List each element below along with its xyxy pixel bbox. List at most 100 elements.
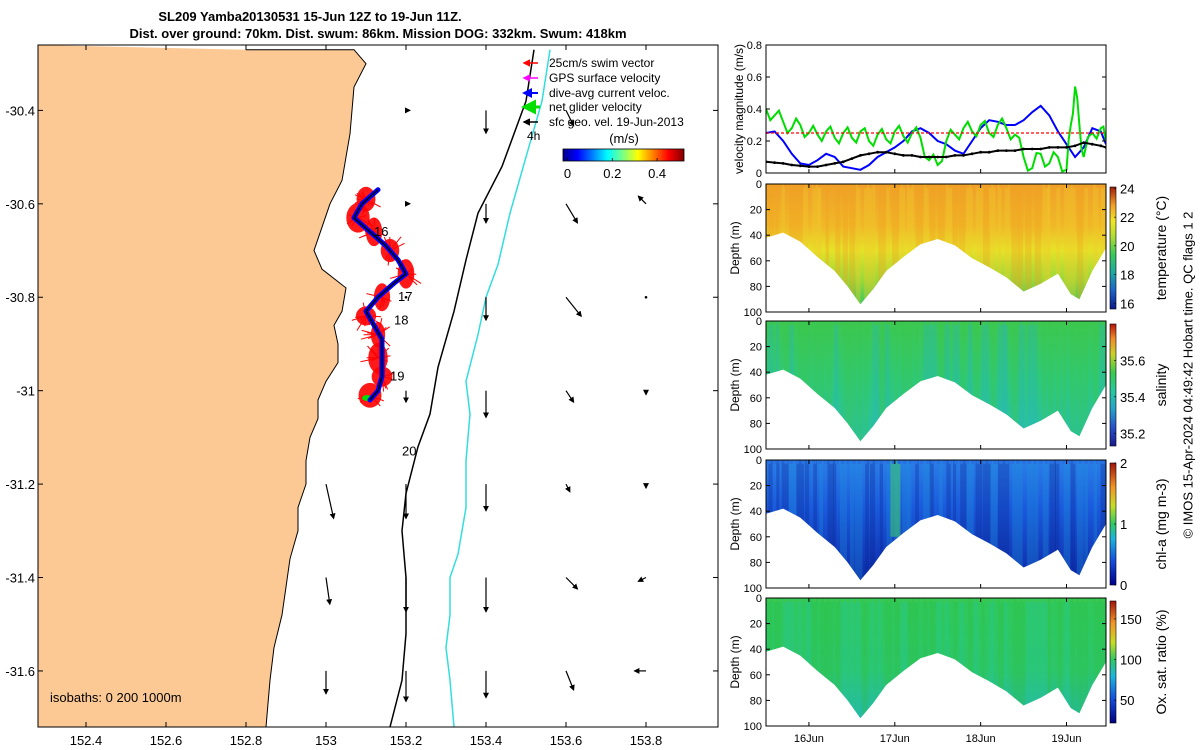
velocity-y-tick-label: 0.8 <box>747 40 762 52</box>
speed-colorbar-ticks: 0 0.2 0.4 <box>564 158 666 181</box>
day-label: 16 <box>374 224 388 239</box>
chl_a-colorbar-tick-label: 0 <box>1120 578 1127 593</box>
velocity-y-tick-label: 0.6 <box>747 72 762 84</box>
map-x-tick-label: 152.4 <box>70 733 103 748</box>
oxygen-y-tick-label: 100 <box>744 721 762 733</box>
temperature-y-tick-label: 40 <box>750 230 762 242</box>
oxygen-frame <box>765 597 1107 727</box>
geo-velocity-arrow <box>637 195 647 205</box>
day-label: 18 <box>394 313 408 328</box>
oxygen-colorbar-label: Ox. sat. ratio (%) <box>1153 609 1169 714</box>
salinity-y-tick-label: 100 <box>744 444 762 456</box>
oxygen-colorbar-tick-label: 50 <box>1120 693 1134 708</box>
day-labels: 16 17 18 19 20 <box>374 224 416 459</box>
geo-velocity-arrow <box>565 296 582 318</box>
velocity-y-tick-label: 0.4 <box>747 104 762 116</box>
velocity-y-tick-label: 0 <box>756 168 762 180</box>
section-panel-oxygen: 0 20 40 60 80 100 Depth (m) 50 100 150 Ox. sat. ra… <box>728 593 1169 733</box>
geo-velocity-arrow <box>565 110 575 127</box>
chl_a-y-tick-label: 80 <box>750 557 762 569</box>
geo-velocity-arrows <box>323 107 649 703</box>
temperature-colorbar-tick-label: 18 <box>1120 268 1134 283</box>
salinity-colorbar-tick-label: 35.4 <box>1120 390 1145 405</box>
section-x-tick-label: 17Jun <box>880 733 910 745</box>
oxygen-colorbar: 50 100 150 Ox. sat. ratio (%) <box>1109 600 1169 724</box>
temperature-section-fill <box>766 184 1106 305</box>
temperature-y-tick-label: 100 <box>744 307 762 319</box>
speed-colorbar-tick-label: 0 <box>564 166 571 181</box>
velocity-y-axis: 0 0.2 0.4 0.6 0.8 <box>747 40 1106 180</box>
oxygen-y-tick-label: 0 <box>756 593 762 605</box>
isobath-label: isobaths: 0 200 1000m <box>50 690 182 705</box>
map-frame <box>37 44 719 728</box>
geo-velocity-arrow <box>565 670 575 692</box>
isobath-200m <box>389 49 535 727</box>
velocity-series-line <box>766 104 1106 171</box>
map-legend: 25cm/s swim vector GPS surface velocity … <box>521 56 684 143</box>
salinity-frame <box>765 320 1107 450</box>
legend-net-glider: net glider velocity <box>549 100 642 114</box>
chl_a-colorbar-tick-label: 2 <box>1120 456 1127 471</box>
map-y-tick-label: -31.2 <box>5 477 35 492</box>
temperature-y-tick-label: 60 <box>750 256 762 268</box>
isobath-1000m <box>445 49 551 727</box>
section-x-tick-label: 19Jun <box>1052 733 1082 745</box>
chl_a-y-tick-label: 60 <box>750 532 762 544</box>
speed-colorbar: (m/s) 0 0.2 0.4 <box>562 131 685 181</box>
geo-velocity-arrow <box>564 483 571 493</box>
geo-velocity-arrow <box>565 390 575 404</box>
temperature-colorbar-tick-label: 22 <box>1120 210 1134 225</box>
chl_a-colorbar-label: chl-a (mg m-3) <box>1153 478 1169 569</box>
map-y-tick-label: -31.6 <box>5 664 35 679</box>
oxygen-y-tick-label: 40 <box>750 644 762 656</box>
map-x-tick-label: 153.6 <box>550 733 583 748</box>
salinity-section-fill <box>766 321 1106 442</box>
figure-title-line2: Dist. over ground: 70km. Dist. swum: 86k… <box>129 26 626 41</box>
speed-colorbar-label: (m/s) <box>609 131 639 146</box>
salinity-colorbar-tick-label: 35.2 <box>1120 426 1145 441</box>
day-label: 17 <box>398 289 412 304</box>
salinity-colorbar-tick-label: 35.6 <box>1120 353 1145 368</box>
section-panel-temperature: 0 20 40 60 80 100 Depth (m) 16 18 20 22 24 temperatu… <box>728 179 1169 319</box>
oxygen-colorbar-tick-label: 100 <box>1120 653 1142 668</box>
day-label: 20 <box>402 443 416 458</box>
salinity-y-tick-label: 20 <box>750 342 762 354</box>
glider-track-line <box>353 189 407 401</box>
section-x-tick-label: 18Jun <box>966 733 996 745</box>
chl_a-section-fill <box>766 460 1106 581</box>
geo-velocity-arrow <box>637 576 647 582</box>
temperature-y-tick-label: 80 <box>750 281 762 293</box>
geo-velocity-arrow <box>565 577 579 590</box>
map-y-axis: -30.4 -30.6 -30.8 -31 -31.2 -31.4 -31.6 <box>5 103 718 679</box>
oxygen-y-tick-label: 80 <box>750 695 762 707</box>
map-y-tick-label: -31.4 <box>5 571 35 586</box>
salinity-ylabel: Depth (m) <box>728 358 742 411</box>
credit-text: © IMOS 15-Apr-2024 04:49:42 Hobart time.… <box>1180 211 1196 539</box>
chl_a-y-tick-label: 0 <box>756 455 762 467</box>
map-x-tick-label: 153.8 <box>630 733 663 748</box>
legend-sfc-geo: sfc geo. vel. 19-Jun-2013 <box>549 115 684 129</box>
map-y-tick-label: -30.6 <box>5 197 35 212</box>
temperature-colorbar-tick-label: 16 <box>1120 296 1134 311</box>
chl_a-y-tick-label: 20 <box>750 481 762 493</box>
temperature-colorbar-tick-label: 24 <box>1120 181 1134 196</box>
day-label: 19 <box>390 369 404 384</box>
velocity-ylabel: velocity magnitude (m/s) <box>732 44 746 174</box>
oxygen-y-tick-label: 60 <box>750 670 762 682</box>
geo-velocity-arrow <box>644 295 648 299</box>
temperature-y-tick-label: 0 <box>756 179 762 191</box>
velocity-panel: 0 0.2 0.4 0.6 0.8 velocity magnitude (m/s) <box>732 40 1107 180</box>
oxygen-y-tick-label: 20 <box>750 619 762 631</box>
legend-dive-avg: dive-avg current veloc. <box>549 86 670 100</box>
temperature-ylabel: Depth (m) <box>728 221 742 274</box>
scale-arrow-label: 4h <box>527 129 540 143</box>
chl_a-colorbar-tick-label: 1 <box>1120 517 1127 532</box>
section-x-axis: 16Jun 17Jun 18Jun 19Jun <box>794 733 1082 745</box>
chl_a-y-tick-label: 40 <box>750 506 762 518</box>
salinity-y-tick-label: 80 <box>750 418 762 430</box>
map-y-tick-label: -31 <box>16 384 35 399</box>
oxygen-section-fill <box>766 598 1106 719</box>
